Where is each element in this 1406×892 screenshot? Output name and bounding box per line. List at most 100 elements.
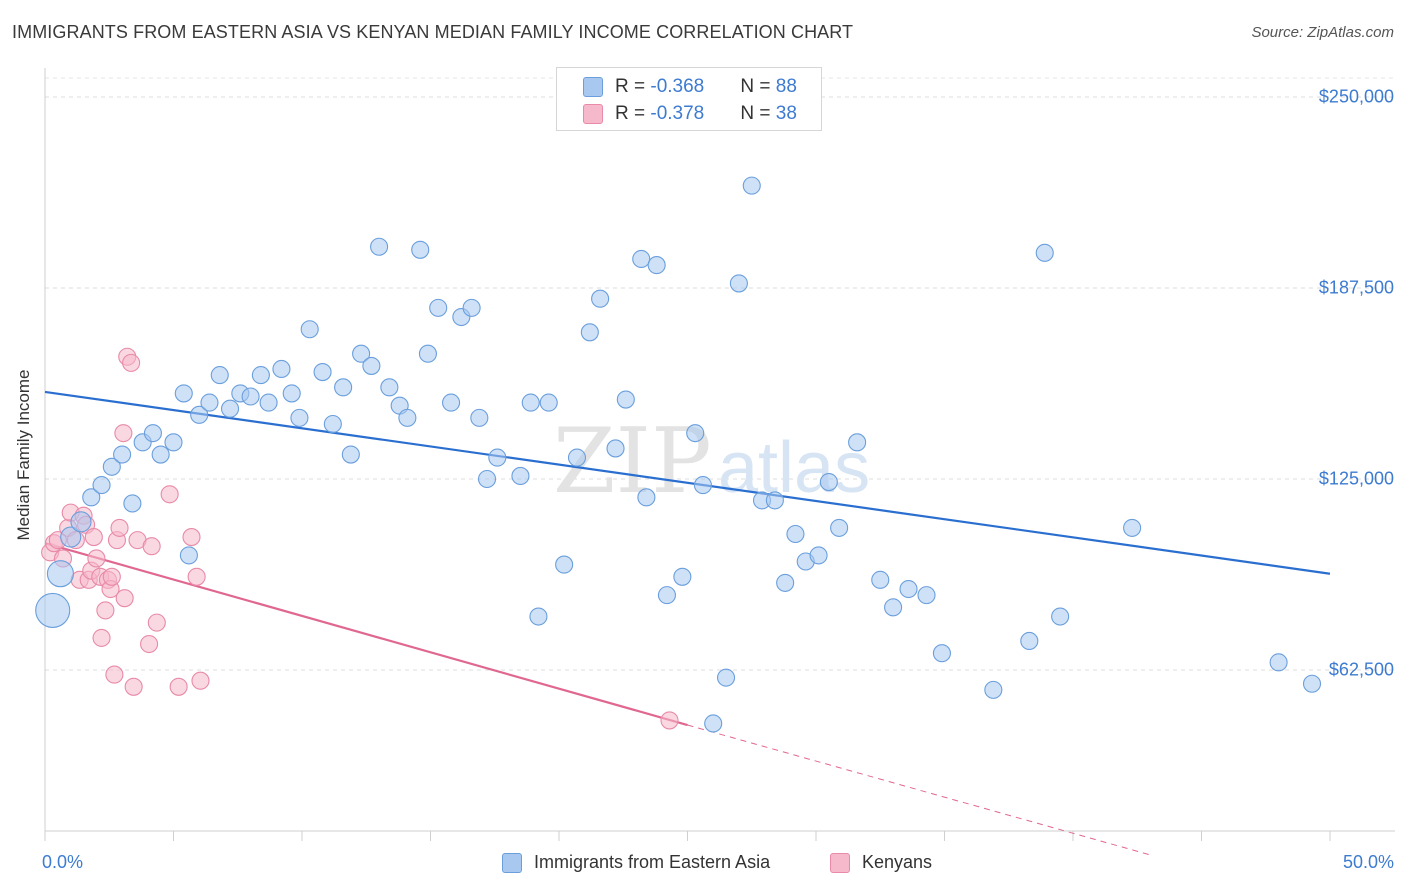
eastern-asia-point: [616, 390, 635, 409]
legend-n-value-blue: 88: [775, 76, 797, 97]
eastern-asia-point: [539, 393, 558, 412]
eastern-asia-point: [341, 445, 360, 464]
eastern-asia-point: [251, 366, 270, 385]
kenyans-point: [102, 567, 121, 586]
kenyans-point: [182, 528, 201, 547]
eastern-asia-point: [418, 344, 437, 363]
eastern-asia-point: [380, 378, 399, 397]
y-tick-label: $62,500: [1328, 659, 1394, 680]
eastern-asia-point: [164, 433, 183, 452]
eastern-asia-point: [657, 586, 676, 605]
eastern-asia-point: [362, 356, 381, 375]
trend-line-kenyans: [44, 542, 688, 727]
eastern-asia-point: [567, 448, 587, 467]
eastern-asia-point: [899, 579, 918, 599]
eastern-asia-point: [917, 586, 936, 605]
y-tick-label: $125,000: [1318, 468, 1394, 489]
eastern-asia-point: [174, 384, 193, 403]
legend-n-label: N =: [740, 76, 776, 97]
eastern-asia-point: [555, 555, 574, 574]
kenyans-point: [142, 537, 161, 556]
eastern-asia-point: [470, 408, 489, 427]
eastern-asia-point: [290, 408, 309, 427]
eastern-asia-point: [123, 494, 142, 513]
eastern-asia-point: [210, 366, 229, 385]
eastern-asia-point: [786, 524, 805, 544]
eastern-asia-point: [352, 344, 371, 363]
y-axis-label: Median Family Income: [14, 369, 33, 541]
eastern-asia-point: [272, 359, 291, 379]
eastern-asia-point: [819, 473, 838, 492]
y-tick-label: $187,500: [1318, 277, 1394, 298]
eastern-asia-point: [765, 491, 784, 510]
eastern-asia-point: [511, 466, 530, 485]
eastern-asia-point: [1123, 518, 1142, 537]
legend-r-label: R =: [615, 103, 651, 124]
eastern-asia-point: [46, 560, 74, 588]
eastern-asia-point: [647, 256, 666, 275]
watermark-atlas: atlas: [718, 428, 870, 508]
legend-n-value-pink: 38: [775, 103, 797, 124]
eastern-asia-point: [704, 714, 723, 733]
kenyans-point: [105, 665, 124, 684]
eastern-asia-point: [60, 526, 82, 548]
eastern-asia-point: [398, 408, 417, 427]
kenyans-point: [110, 518, 129, 537]
kenyans-point: [96, 601, 115, 620]
eastern-asia-point: [884, 598, 903, 617]
x-tick-label: 50.0%: [1342, 852, 1394, 872]
kenyans-point: [84, 528, 103, 547]
eastern-asia-point: [190, 405, 209, 424]
eastern-asia-point: [151, 445, 170, 464]
axes: [44, 68, 1395, 841]
y-tick-label: $250,000: [1318, 86, 1394, 107]
eastern-asia-point: [102, 457, 121, 476]
eastern-asia-point: [830, 518, 849, 537]
eastern-asia-point: [488, 448, 507, 467]
eastern-asia-point: [521, 393, 540, 412]
eastern-asia-point: [871, 570, 890, 589]
kenyans-point: [115, 589, 134, 608]
eastern-asia-point: [477, 469, 497, 489]
x-tick-label: 0.0%: [42, 852, 84, 872]
kenyans-point: [140, 634, 159, 654]
bottom-legend-swatch-blue: [502, 852, 522, 873]
eastern-asia-point: [70, 511, 92, 533]
eastern-asia-point: [220, 399, 240, 418]
kenyans-point: [92, 628, 111, 647]
kenyans-point: [660, 711, 679, 730]
trend-line-kenyans-extension: [687, 724, 1151, 856]
kenyans-point: [124, 677, 143, 696]
kenyans-point: [187, 567, 206, 586]
eastern-asia-point: [673, 567, 692, 586]
legend-swatch-blue: [583, 77, 603, 97]
eastern-asia-point: [313, 362, 332, 382]
eastern-asia-point: [1302, 674, 1322, 693]
eastern-asia-point: [1051, 607, 1070, 626]
chart-title: IMMIGRANTS FROM EASTERN ASIA VS KENYAN M…: [12, 22, 854, 42]
trend-lines: [44, 390, 1331, 856]
legend-n-label: N =: [740, 103, 776, 124]
kenyans-point: [122, 353, 141, 372]
source-label: Source: ZipAtlas.com: [1251, 24, 1394, 41]
correlation-legend: R = -0.368 N = 88 R = -0.378 N = 38: [556, 67, 822, 131]
eastern-asia-point: [411, 240, 430, 259]
eastern-asia-point: [282, 384, 301, 403]
bottom-legend-label-blue: Immigrants from Eastern Asia: [534, 852, 771, 872]
eastern-asia-point: [742, 176, 761, 195]
eastern-asia-point: [716, 668, 736, 687]
bottom-legend-swatch-pink: [830, 852, 850, 873]
kenyans-point: [147, 613, 166, 632]
eastern-asia-point: [442, 393, 461, 412]
eastern-asia-point: [693, 476, 712, 495]
watermark: ZIP atlas: [553, 409, 870, 514]
eastern-asia-point: [932, 644, 951, 663]
legend-r-value-pink: -0.378: [650, 103, 705, 124]
eastern-asia-point: [259, 393, 278, 412]
eastern-asia-point: [580, 323, 599, 342]
eastern-asia-point: [637, 488, 656, 507]
eastern-asia-point: [462, 298, 481, 317]
eastern-asia-point: [35, 592, 71, 628]
legend-swatch-pink: [583, 104, 603, 124]
eastern-asia-point: [606, 439, 625, 458]
